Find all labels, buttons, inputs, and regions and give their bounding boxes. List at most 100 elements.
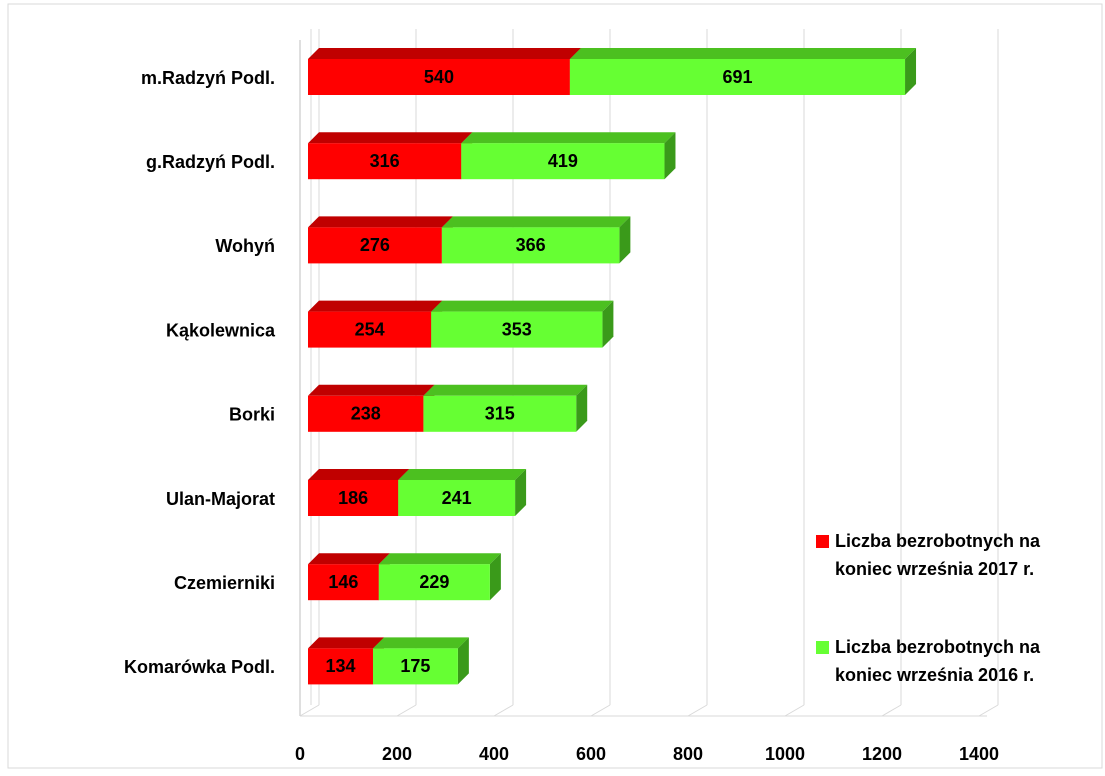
legend-label: Liczba bezrobotnych na koniec września 2…	[835, 637, 1041, 685]
y-tick-label: m.Radzyń Podl.	[141, 68, 275, 88]
data-label: 134	[325, 656, 355, 676]
grid	[784, 29, 805, 717]
bar-segment	[372, 637, 469, 685]
bar-side	[515, 469, 527, 516]
x-tick-label: 600	[576, 744, 606, 764]
bar-segment	[308, 469, 410, 516]
bar-side	[602, 300, 614, 348]
bar-top	[378, 553, 501, 565]
bar-side	[576, 384, 588, 432]
bar-top	[308, 469, 410, 480]
y-tick-label: Ulan-Majorat	[166, 489, 275, 509]
data-label: 366	[516, 235, 546, 255]
bar	[398, 480, 516, 516]
bar-segment	[398, 469, 527, 516]
bar	[378, 564, 490, 601]
grid	[881, 29, 902, 717]
bar	[308, 480, 399, 516]
bar-top	[372, 637, 469, 649]
data-label: 175	[400, 656, 430, 676]
x-tick-label: 1400	[959, 744, 999, 764]
grid	[396, 29, 417, 717]
bar	[308, 648, 373, 685]
bar-top	[308, 132, 473, 144]
grid-floor-line	[493, 704, 514, 717]
grid-floor-line	[784, 704, 805, 717]
y-tick-label: Czemierniki	[174, 573, 275, 593]
bar-top	[461, 132, 676, 144]
bar-top	[308, 300, 443, 312]
bar	[569, 59, 906, 95]
bar-top	[441, 216, 631, 228]
x-tick-label: 1000	[765, 744, 805, 764]
bar-top	[423, 384, 588, 396]
x-tick-label: 200	[382, 744, 412, 764]
bar	[423, 395, 577, 432]
bar-side	[905, 48, 917, 95]
bar-segment	[569, 48, 917, 95]
bar-top	[308, 384, 435, 396]
bar	[308, 143, 462, 180]
bar	[308, 227, 442, 264]
bar-top	[308, 216, 453, 228]
bar-top	[398, 469, 527, 480]
bar-top	[431, 300, 614, 312]
legend-swatch	[816, 535, 829, 548]
bar-top	[308, 637, 384, 649]
x-tick-label: 800	[673, 744, 703, 764]
bar-segment	[308, 384, 435, 432]
bar	[308, 564, 379, 601]
y-tick-label: g.Radzyń Podl.	[146, 152, 275, 172]
grid-floor-line	[687, 704, 708, 717]
data-label: 241	[442, 488, 472, 508]
bar	[308, 395, 424, 432]
bar-side	[664, 132, 676, 180]
bar	[308, 59, 570, 95]
bar-side	[457, 637, 469, 685]
x-tick-label: 0	[295, 744, 305, 764]
y-tick-label: Komarówka Podl.	[124, 657, 275, 677]
bar	[308, 311, 432, 348]
x-tick-label: 1200	[862, 744, 902, 764]
grid-floor-line	[396, 704, 417, 717]
bar-side	[619, 216, 631, 264]
bar-segment	[431, 300, 614, 348]
x-tick-label: 400	[479, 744, 509, 764]
bar-top	[569, 48, 917, 59]
grid	[687, 29, 708, 717]
bar-segment	[461, 132, 676, 180]
data-label: 316	[370, 151, 400, 171]
bar-segment	[441, 216, 631, 264]
bar-top	[308, 553, 390, 565]
bar-segment	[423, 384, 588, 432]
grid	[299, 29, 320, 717]
grid	[590, 29, 611, 717]
y-tick-label: Kąkolewnica	[166, 320, 276, 340]
data-label: 315	[485, 404, 515, 424]
data-label: 238	[351, 404, 381, 424]
bar-segment	[308, 48, 581, 95]
grid-floor-line	[978, 704, 999, 717]
bar	[461, 143, 665, 180]
data-label: 540	[424, 67, 454, 87]
data-label: 691	[722, 67, 752, 87]
y-tick-label: Wohyń	[215, 236, 275, 256]
data-label: 146	[328, 572, 358, 592]
grid-floor-line	[881, 704, 902, 717]
data-label: 353	[502, 319, 532, 339]
bar-segment	[378, 553, 501, 601]
data-label: 419	[548, 151, 578, 171]
bar-segment	[308, 132, 473, 180]
bar	[431, 311, 603, 348]
data-label: 276	[360, 235, 390, 255]
legend-swatch	[816, 641, 829, 654]
y-tick-label: Borki	[229, 405, 275, 425]
data-label: 186	[338, 488, 368, 508]
grid	[978, 29, 999, 717]
data-label: 254	[355, 319, 385, 339]
bar-top	[308, 48, 581, 59]
bar-side	[489, 553, 501, 601]
legend-label: Liczba bezrobotnych na koniec września 2…	[835, 531, 1041, 579]
